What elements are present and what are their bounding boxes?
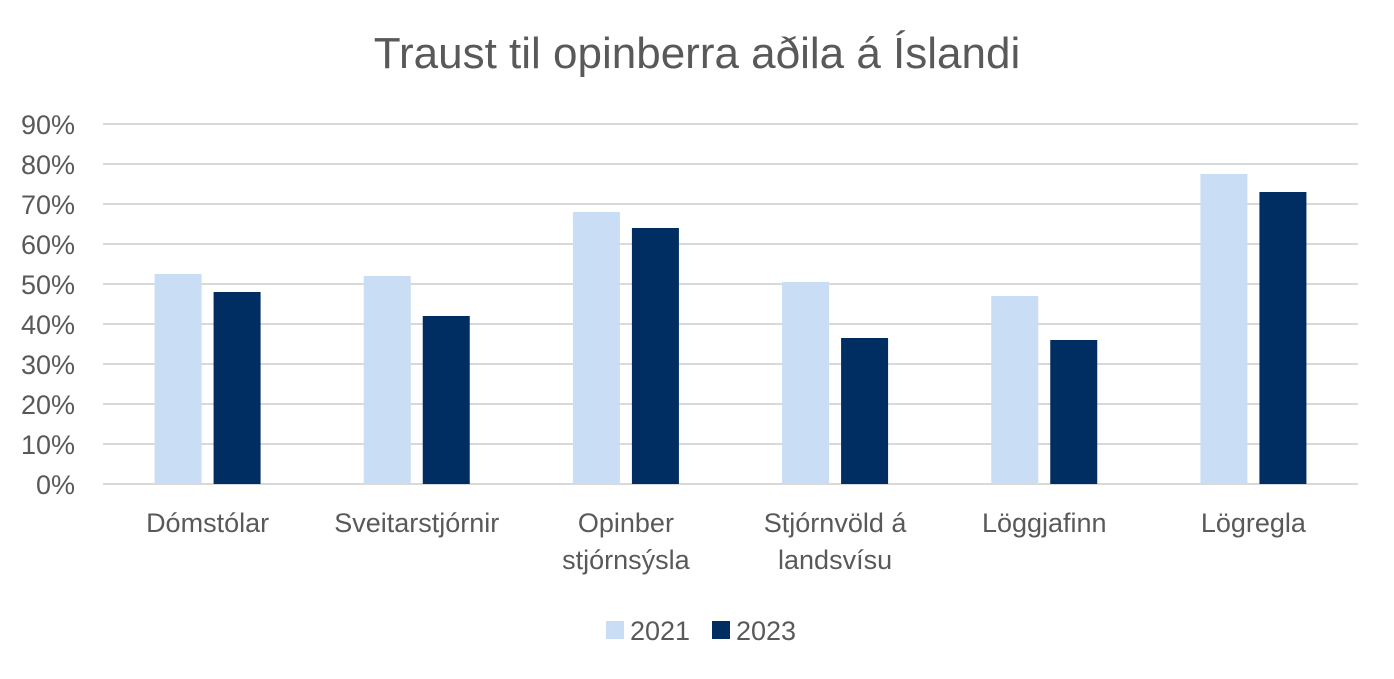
y-tick-label: 0% bbox=[36, 470, 75, 500]
y-tick-label: 20% bbox=[21, 390, 75, 420]
x-category-label-line: Lögregla bbox=[1201, 508, 1307, 538]
y-axis-ticks: 0% 10% 20% 30% 40% 50% 60% 70% 80% 90% bbox=[21, 110, 75, 500]
bar-2021 bbox=[154, 274, 202, 484]
legend: 2021 2023 bbox=[606, 616, 796, 646]
y-tick-label: 90% bbox=[21, 110, 75, 140]
x-category-label-line: stjórnsýsla bbox=[562, 545, 691, 575]
x-category-label: Dómstólar bbox=[146, 508, 269, 538]
bars bbox=[154, 174, 1307, 484]
bar-2023 bbox=[422, 316, 470, 484]
bar-2023 bbox=[631, 228, 679, 484]
y-tick-label: 10% bbox=[21, 430, 75, 460]
x-axis-categories: Dómstólar Sveitarstjórnir Opinber stjórnsýs… bbox=[146, 508, 1307, 575]
x-category-label-line: Löggjafinn bbox=[982, 508, 1107, 538]
bar-2023 bbox=[213, 292, 261, 484]
x-category-label-line: Dómstólar bbox=[146, 508, 269, 538]
x-category-label: Opinber stjórnsýsla bbox=[562, 508, 691, 575]
y-tick-label: 40% bbox=[21, 310, 75, 340]
x-category-label-line: landsvísu bbox=[778, 545, 892, 575]
x-category-label-line: Sveitarstjórnir bbox=[334, 508, 499, 538]
x-category-label: Löggjafinn bbox=[982, 508, 1107, 538]
legend-swatch-2023 bbox=[712, 621, 730, 639]
bar-2021 bbox=[782, 282, 830, 484]
bar-2021 bbox=[572, 212, 620, 484]
x-category-label: Sveitarstjórnir bbox=[334, 508, 499, 538]
gridlines bbox=[103, 123, 1358, 485]
y-tick-label: 60% bbox=[21, 230, 75, 260]
x-category-label-line: Opinber bbox=[578, 508, 674, 538]
y-tick-label: 70% bbox=[21, 190, 75, 220]
x-category-label: Stjórnvöld á landsvísu bbox=[764, 508, 908, 575]
y-tick-label: 30% bbox=[21, 350, 75, 380]
bar-2021 bbox=[363, 276, 411, 484]
bar-2023 bbox=[1259, 192, 1307, 484]
x-category-label: Lögregla bbox=[1201, 508, 1307, 538]
bar-2023 bbox=[841, 338, 889, 484]
y-tick-label: 80% bbox=[21, 150, 75, 180]
x-category-label-line: Stjórnvöld á bbox=[764, 508, 908, 538]
bar-2023 bbox=[1050, 340, 1098, 484]
legend-label-2021: 2021 bbox=[630, 616, 690, 646]
chart-title: Traust til opinberra aðila á Íslandi bbox=[374, 29, 1021, 78]
legend-swatch-2021 bbox=[606, 621, 624, 639]
legend-label-2023: 2023 bbox=[736, 616, 796, 646]
bar-2021 bbox=[1200, 174, 1248, 484]
y-tick-label: 50% bbox=[21, 270, 75, 300]
bar-2021 bbox=[991, 296, 1039, 484]
